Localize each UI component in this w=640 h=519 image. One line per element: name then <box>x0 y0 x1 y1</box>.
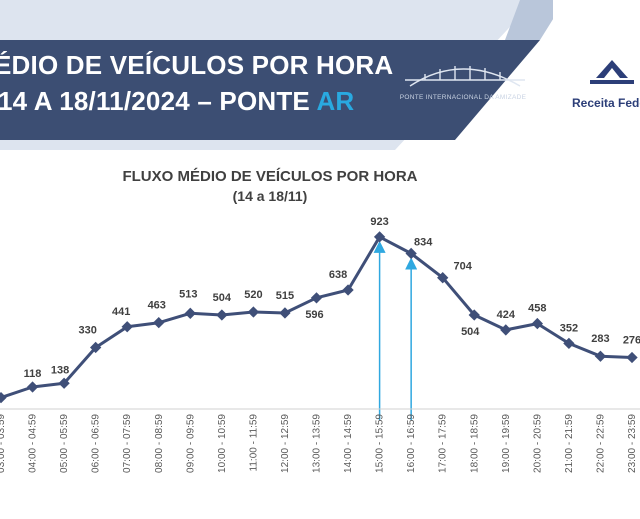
data-label: 463 <box>148 300 166 312</box>
banner-accent <box>505 0 565 40</box>
data-label: 504 <box>461 326 480 338</box>
data-label: 596 <box>305 309 323 321</box>
data-label: 638 <box>329 269 347 281</box>
data-point <box>26 381 39 393</box>
data-point <box>437 272 449 284</box>
data-label: 352 <box>560 322 578 334</box>
data-label: 520 <box>244 289 262 301</box>
data-point <box>500 324 512 336</box>
data-label: 504 <box>213 292 232 304</box>
receita-federal-logo-icon <box>590 60 634 84</box>
x-tick-label: 03:00 - 03:59 <box>0 414 7 473</box>
x-tick-label: 19:00 - 19:59 <box>501 414 512 473</box>
banner-title-highlight: AR <box>316 86 355 116</box>
data-point <box>247 306 260 318</box>
data-point <box>279 307 291 319</box>
x-tick-label: 22:00 - 22:59 <box>595 414 606 473</box>
data-label: 704 <box>454 261 473 273</box>
data-point <box>405 247 417 260</box>
banner-title-line2: 14 A 18/11/2024 – PONTE AR <box>0 86 354 117</box>
x-tick-label: 17:00 - 17:59 <box>438 414 449 473</box>
data-point <box>468 309 480 321</box>
data-label: 118 <box>24 368 42 380</box>
x-tick-label: 07:00 - 07:59 <box>122 414 133 473</box>
x-tick-label: 05:00 - 05:59 <box>59 414 70 473</box>
x-tick-label: 08:00 - 08:59 <box>154 414 165 473</box>
x-tick-label: 16:00 - 16:59 <box>406 414 417 473</box>
data-label: 276 <box>623 335 640 347</box>
data-point <box>310 292 323 304</box>
x-tick-label: 04:00 - 04:59 <box>28 414 39 473</box>
chart-title: FLUXO MÉDIO DE VEÍCULOS POR HORA <box>122 168 418 185</box>
x-tick-label: 10:00 - 10:59 <box>217 414 228 473</box>
data-label: 441 <box>112 306 130 318</box>
x-tick-label: 06:00 - 06:59 <box>91 414 102 473</box>
data-point <box>594 350 607 362</box>
data-label: 834 <box>414 236 433 248</box>
bridge-logo-icon <box>405 66 525 87</box>
data-label: 513 <box>179 288 197 300</box>
chart-subtitle: (14 a 18/11) <box>232 188 308 204</box>
data-point <box>0 391 7 404</box>
banner-title-main: 14 A 18/11/2024 – PONTE <box>0 86 317 116</box>
data-label: 138 <box>51 364 69 376</box>
banner-title-line1: ÉDIO DE VEÍCULOS POR HORA <box>0 50 394 80</box>
data-label: 923 <box>370 216 388 228</box>
agency-label: Receita Fede <box>572 96 640 110</box>
data-label: 424 <box>497 309 516 321</box>
data-point <box>184 307 196 319</box>
data-label: 330 <box>78 324 96 336</box>
x-tick-label: 15:00 - 15:59 <box>375 414 386 473</box>
data-label: 515 <box>276 290 294 302</box>
x-tick-label: 14:00 - 14:59 <box>343 414 354 473</box>
x-tick-label: 18:00 - 18:59 <box>469 414 480 473</box>
data-point <box>342 284 354 296</box>
header-banner <box>0 0 640 150</box>
x-tick-label: 12:00 - 12:59 <box>280 414 291 473</box>
x-tick-label: 23:00 - 23:59 <box>627 414 638 473</box>
bridge-caption: PONTE INTERNACIONAL DA AMIZADE <box>399 94 527 101</box>
data-point <box>563 337 575 350</box>
data-point <box>373 231 386 243</box>
banner-dark-band <box>0 40 540 140</box>
x-tick-label: 20:00 - 20:59 <box>532 414 543 473</box>
data-point <box>216 309 228 321</box>
x-tick-label: 13:00 - 13:59 <box>312 414 323 473</box>
data-label: 283 <box>591 333 609 345</box>
x-tick-label: 21:00 - 21:59 <box>564 414 575 473</box>
data-point <box>153 316 165 329</box>
banner-right-band <box>440 0 640 150</box>
data-point <box>626 351 638 364</box>
data-label: 458 <box>528 303 546 315</box>
data-point <box>531 317 544 330</box>
x-tick-label: 11:00 - 11:59 <box>248 414 259 472</box>
x-tick-label: 09:00 - 09:59 <box>185 414 196 473</box>
